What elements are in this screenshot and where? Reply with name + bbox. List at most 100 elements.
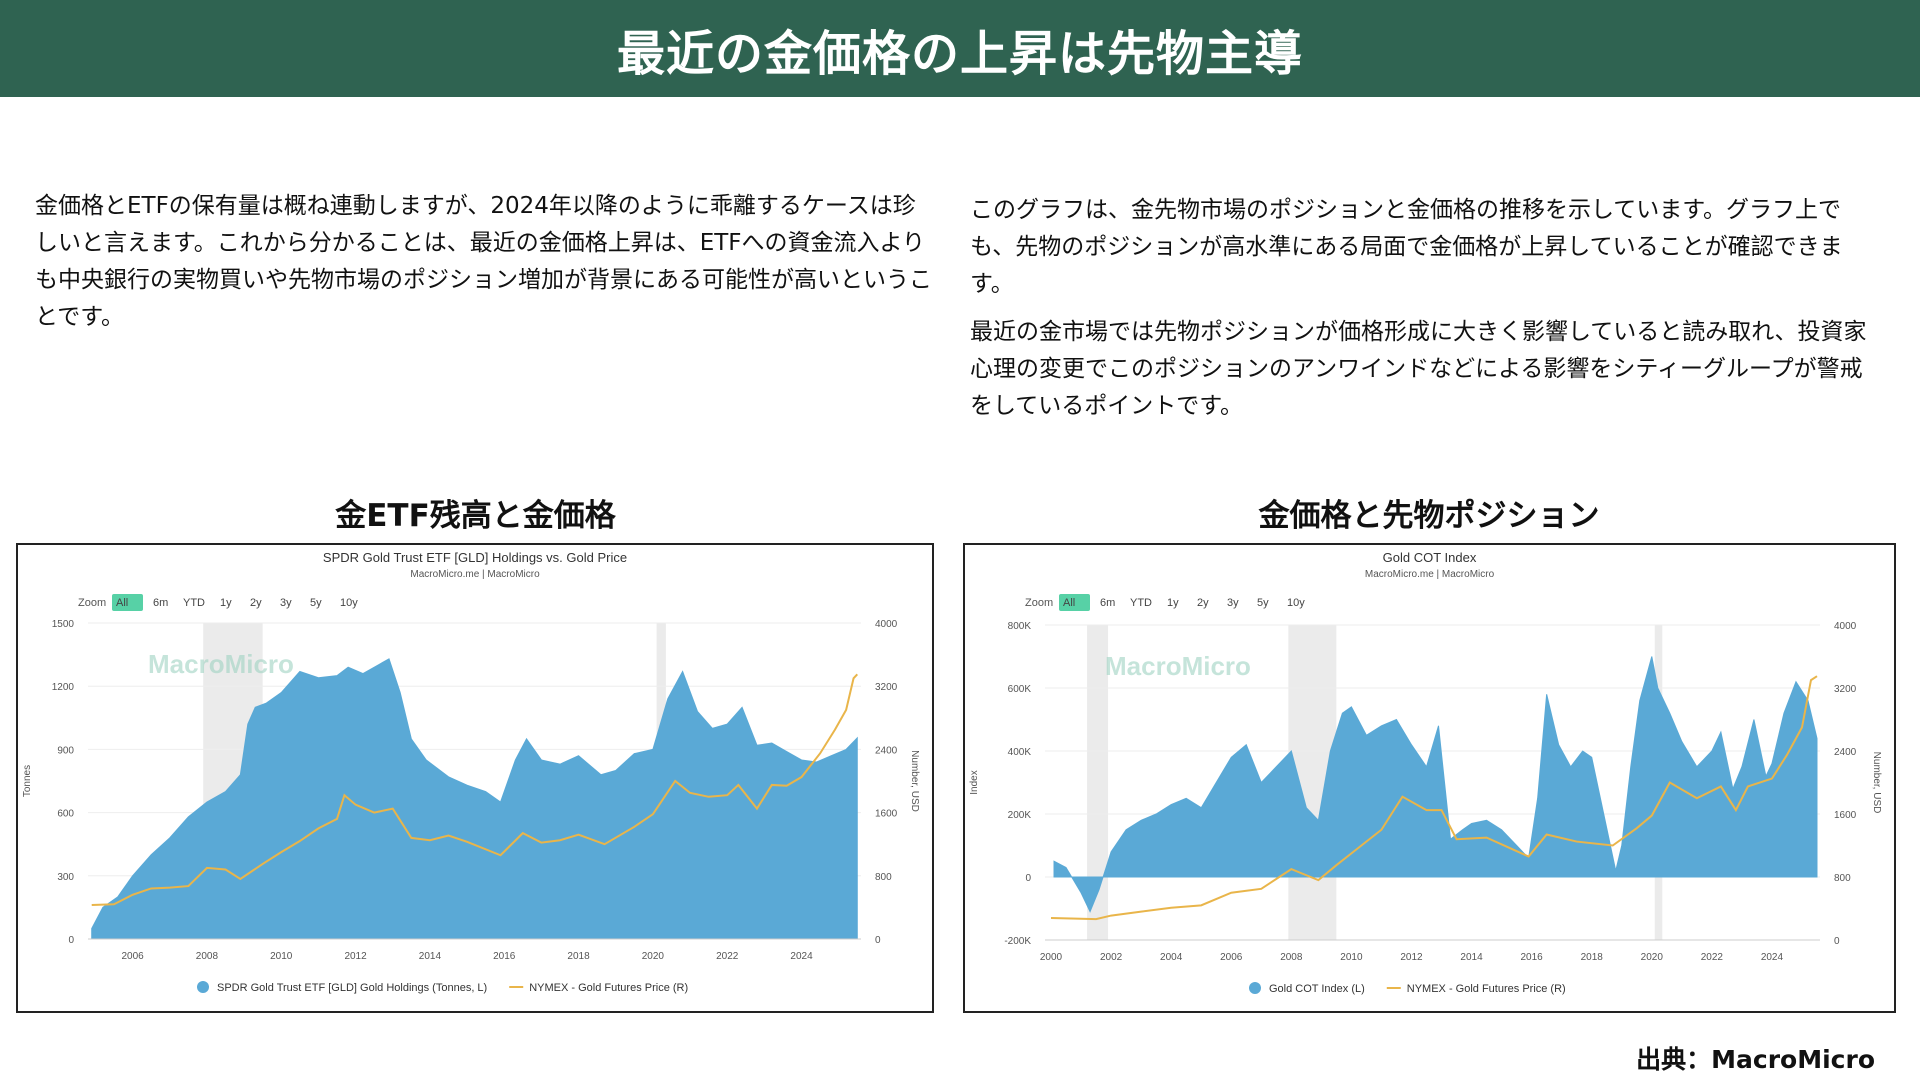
y-tick-right: 2400	[1834, 747, 1857, 758]
y-tick-right: 0	[875, 935, 881, 946]
legend-marker-area	[197, 981, 209, 993]
right-description-1: このグラフは、金先物市場のポジションと金価格の推移を示しています。グラフ上でも、…	[970, 197, 1843, 297]
x-tick-label: 2002	[1100, 952, 1123, 963]
zoom-option-label: YTD	[1130, 597, 1152, 609]
y-tick-left: 200K	[1008, 810, 1032, 821]
y-tick-left: 600	[57, 809, 74, 820]
x-tick-label: 2004	[1160, 952, 1183, 963]
y-tick-right: 0	[1834, 936, 1840, 947]
zoom-option-label: 5y	[1257, 597, 1269, 609]
watermark: MacroMicro	[1105, 651, 1251, 681]
series-area-1	[1053, 656, 1818, 913]
zoom-option-label: 3y	[280, 597, 292, 609]
y-tick-left: -200K	[1004, 936, 1031, 947]
header-banner: 最近の金価格の上昇は先物主導	[0, 0, 1920, 97]
zoom-option-10y[interactable]: 10y	[340, 597, 358, 609]
x-tick-label: 2020	[642, 951, 665, 962]
zoom-option-1y[interactable]: 1y	[1167, 597, 1179, 609]
zoom-option-label: 2y	[250, 597, 262, 609]
zoom-option-ytd[interactable]: YTD	[183, 597, 205, 609]
x-tick-label: 2020	[1641, 952, 1664, 963]
zoom-option-3y[interactable]: 3y	[1227, 597, 1239, 609]
x-tick-label: 2018	[567, 951, 590, 962]
zoom-option-label: 6m	[153, 597, 168, 609]
zoom-option-label: YTD	[183, 597, 205, 609]
y-tick-left: 900	[57, 745, 74, 756]
x-tick-label: 2010	[270, 951, 293, 962]
chart-subtitle: MacroMicro.me | MacroMicro	[410, 569, 540, 580]
legend-marker-area	[1249, 982, 1261, 994]
zoom-option-label: 10y	[340, 597, 358, 609]
left-description: 金価格とETFの保有量は概ね連動しますが、2024年以降のように乖離するケースは…	[35, 193, 932, 330]
x-tick-label: 2006	[1220, 952, 1243, 963]
source-credit: 出典：MacroMicro	[1636, 1045, 1875, 1074]
cot-index-chart-frame: Gold COT Index MacroMicro.me | MacroMicro…	[963, 543, 1896, 1013]
page-title: 最近の金価格の上昇は先物主導	[616, 25, 1303, 82]
x-tick-label: 2012	[1400, 952, 1423, 963]
chart-title: SPDR Gold Trust ETF [GLD] Holdings vs. G…	[323, 550, 627, 565]
x-tick-label: 2014	[1460, 952, 1483, 963]
zoom-option-label: 10y	[1287, 597, 1305, 609]
zoom-option-all[interactable]: All	[112, 594, 143, 611]
zoom-active-highlight	[112, 594, 143, 611]
zoom-option-all[interactable]: All	[1059, 594, 1090, 611]
x-tick-label: 2008	[1280, 952, 1303, 963]
y-tick-right: 1600	[1834, 810, 1857, 821]
x-tick-label: 2006	[121, 951, 144, 962]
zoom-option-label: 1y	[220, 597, 232, 609]
y-tick-right: 800	[1834, 873, 1851, 884]
y-tick-left: 400K	[1008, 747, 1032, 758]
zoom-option-label: All	[116, 597, 128, 609]
zoom-option-5y[interactable]: 5y	[1257, 597, 1269, 609]
x-tick-label: 2016	[493, 951, 516, 962]
y-tick-left: 0	[1025, 873, 1031, 884]
chart-title: Gold COT Index	[1383, 550, 1477, 565]
zoom-label: Zoom	[1025, 597, 1053, 609]
y-tick-right: 2400	[875, 745, 898, 756]
y-tick-left: 1200	[52, 682, 75, 693]
x-tick-label: 2010	[1340, 952, 1363, 963]
recession-shade	[1087, 625, 1109, 940]
right-chart-heading: 金価格と先物ポジション	[1258, 498, 1600, 534]
zoom-option-label: 5y	[310, 597, 322, 609]
chart-subtitle: MacroMicro.me | MacroMicro	[1365, 569, 1495, 580]
zoom-label: Zoom	[78, 597, 106, 609]
zoom-option-5y[interactable]: 5y	[310, 597, 322, 609]
right-description-2: 最近の金市場では先物ポジションが価格形成に大きく影響していると読み取れ、投資家心…	[970, 319, 1867, 419]
y-tick-right: 4000	[1834, 621, 1857, 632]
y-axis-label-left: Index	[969, 770, 980, 794]
y-axis-label-right: Number, USD	[1871, 752, 1882, 814]
x-tick-label: 2018	[1581, 952, 1604, 963]
y-tick-right: 4000	[875, 619, 898, 630]
x-tick-label: 2014	[419, 951, 442, 962]
etf-holdings-chart-frame: SPDR Gold Trust ETF [GLD] Holdings vs. G…	[16, 543, 934, 1013]
zoom-active-highlight	[1059, 594, 1090, 611]
zoom-option-2y[interactable]: 2y	[1197, 597, 1209, 609]
y-tick-right: 800	[875, 872, 892, 883]
zoom-option-10y[interactable]: 10y	[1287, 597, 1305, 609]
y-tick-left: 800K	[1008, 621, 1032, 632]
y-axis-label-left: Tonnes	[22, 765, 33, 797]
series-area-0	[91, 658, 858, 940]
x-tick-label: 2024	[790, 951, 813, 962]
zoom-option-3y[interactable]: 3y	[280, 597, 292, 609]
zoom-option-2y[interactable]: 2y	[250, 597, 262, 609]
x-tick-label: 2000	[1040, 952, 1063, 963]
zoom-option-6m[interactable]: 6m	[153, 597, 168, 609]
y-tick-left: 600K	[1008, 684, 1032, 695]
legend-label-line: NYMEX - Gold Futures Price (R)	[1407, 983, 1566, 995]
x-tick-label: 2012	[344, 951, 367, 962]
etf-holdings-chart: SPDR Gold Trust ETF [GLD] Holdings vs. G…	[22, 550, 920, 994]
zoom-option-label: 2y	[1197, 597, 1209, 609]
zoom-option-6m[interactable]: 6m	[1100, 597, 1115, 609]
zoom-option-1y[interactable]: 1y	[220, 597, 232, 609]
x-tick-label: 2008	[196, 951, 219, 962]
zoom-option-ytd[interactable]: YTD	[1130, 597, 1152, 609]
series-line-1	[1050, 675, 1818, 921]
series-line-0	[91, 673, 859, 907]
y-axis-label-right: Number, USD	[909, 750, 920, 812]
x-tick-label: 2022	[1701, 952, 1724, 963]
cot-index-chart: Gold COT Index MacroMicro.me | MacroMicro…	[969, 550, 1882, 995]
legend-label-area: Gold COT Index (L)	[1269, 983, 1365, 995]
y-tick-left: 0	[68, 935, 74, 946]
